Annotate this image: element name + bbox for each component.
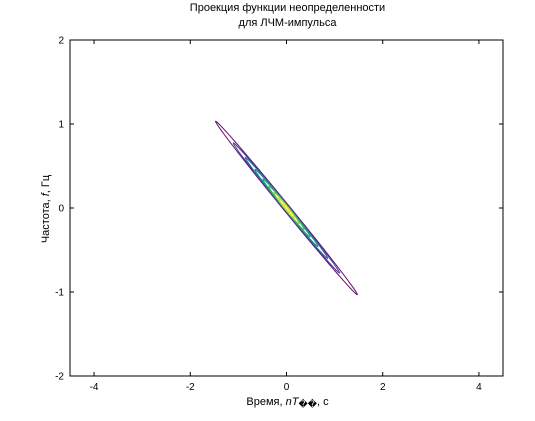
- contour-line: [254, 168, 319, 248]
- chart-title-line-1: Проекция функции неопределенности: [189, 2, 386, 14]
- y-tick-label: -1: [55, 288, 64, 299]
- contour-line: [215, 120, 358, 296]
- contour-line: [232, 142, 341, 274]
- contour-line: [278, 197, 295, 219]
- y-tick-label: 1: [58, 120, 64, 131]
- contour-line: [273, 191, 300, 225]
- contour-line: [282, 203, 291, 213]
- y-tick-label: 0: [58, 204, 64, 215]
- x-axis-label-garbled: ��: [298, 399, 317, 409]
- y-tick-label: -2: [55, 372, 64, 383]
- x-tick-label: 4: [476, 382, 482, 393]
- y-axis-label: Частота, f, Гц: [40, 175, 52, 243]
- x-axis-label-unit: , c: [316, 396, 329, 408]
- x-axis-label-prefix: Время,: [246, 396, 286, 408]
- chart-title-line-2: для ЛЧМ-импульса: [238, 17, 337, 29]
- x-tick-label: 0: [284, 382, 290, 393]
- x-tick-label: -4: [90, 382, 99, 393]
- y-tick-label: 2: [58, 36, 64, 47]
- contour-line: [244, 156, 329, 260]
- x-tick-label: 2: [380, 382, 386, 393]
- y-axis-label-symbol: f: [40, 193, 52, 197]
- y-axis-label-unit: , Гц: [40, 174, 52, 194]
- x-axis-label-symbol: nT: [285, 396, 299, 408]
- x-tick-label: -2: [186, 382, 195, 393]
- contour-line: [262, 178, 311, 238]
- x-axis-label: Время, nT��, c: [0, 396, 535, 410]
- axes-box: [69, 39, 504, 377]
- y-axis-label-prefix: Частота,: [40, 196, 52, 244]
